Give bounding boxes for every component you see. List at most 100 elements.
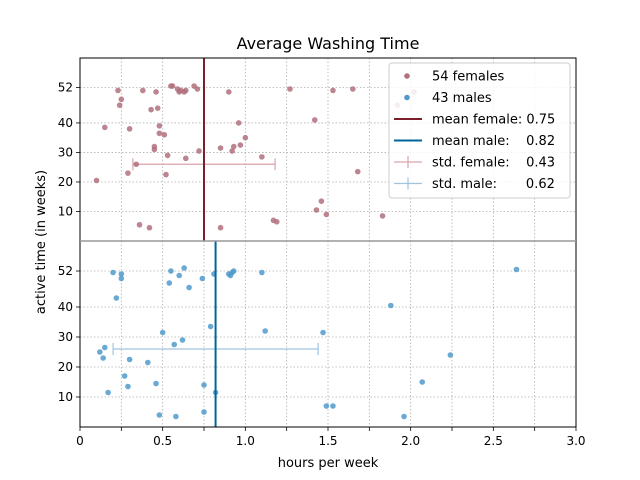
female-point (287, 86, 293, 92)
male-point (110, 269, 116, 276)
x-tick-label: 1.5 (318, 434, 337, 448)
female-point (151, 146, 158, 153)
x-axis-label: hours per week (278, 456, 379, 471)
x-tick-label: 2.5 (484, 434, 503, 448)
male-point (173, 413, 179, 420)
legend-label: std. female: 0.43 (432, 156, 555, 171)
male-point (159, 329, 166, 336)
male-point (171, 341, 178, 348)
x-tick-label: 1.0 (236, 434, 255, 448)
legend-item: 43 males (404, 91, 492, 106)
female-point (156, 123, 163, 129)
chart-title: Average Washing Time (237, 34, 420, 53)
y-tick-label: 40 (58, 116, 73, 130)
female-point (323, 211, 330, 218)
male-point (156, 412, 163, 418)
male-point (118, 271, 125, 277)
male-point (320, 329, 326, 336)
female-point (164, 152, 171, 159)
legend-label: 54 females (432, 70, 504, 85)
male-point (330, 403, 336, 409)
male-point (176, 272, 182, 279)
legend-item: 54 females (404, 70, 504, 85)
male-panel: 10 20 30 40 52 (58, 241, 576, 427)
female-point (161, 131, 168, 138)
y-tick-label: 30 (58, 145, 73, 159)
female-point (226, 89, 232, 95)
male-point (179, 337, 186, 343)
legend-marker (404, 73, 410, 79)
female-point (136, 221, 143, 228)
male-point (102, 344, 108, 351)
female-point (102, 124, 108, 131)
female-point (217, 145, 224, 151)
legend-label: mean male: 0.82 (432, 134, 555, 149)
female-point (235, 120, 242, 126)
female-point (126, 126, 133, 132)
male-point (166, 280, 173, 286)
y-tick-label: 10 (58, 204, 73, 218)
female-point (229, 148, 235, 154)
female-point (154, 105, 161, 111)
female-point (350, 86, 356, 92)
male-point (201, 382, 207, 388)
female-point (133, 161, 140, 168)
x-tick-label: 0.5 (153, 434, 172, 448)
legend-label: std. male: 0.62 (432, 177, 555, 192)
legend-marker (404, 94, 410, 101)
y-tick-label: 10 (58, 390, 73, 404)
male-point (401, 413, 407, 420)
female-point (379, 213, 386, 219)
female-point (125, 170, 131, 176)
male-point (126, 356, 133, 363)
male-point (447, 352, 454, 358)
male-point (113, 295, 120, 301)
legend-item: mean male: 0.82 (394, 134, 555, 149)
male-point (201, 409, 207, 415)
female-point (140, 87, 146, 94)
male-point (121, 373, 128, 379)
female-point (115, 87, 121, 94)
female-point (330, 87, 336, 94)
female-point (156, 130, 163, 137)
male-point (97, 349, 103, 355)
female-point (169, 83, 176, 89)
male-point (513, 266, 520, 273)
y-axis-label: active time (in weeks) (34, 170, 49, 314)
legend-item: mean female: 0.75 (394, 113, 555, 128)
male-point (100, 355, 106, 361)
plot-area: 10 20 30 40 52 10 20 30 40 52 0 0.5 1.0 1.5 2.0 2.5 3.0 (58, 57, 586, 448)
female-point (196, 148, 202, 154)
legend-label: mean female: 0.75 (432, 113, 555, 128)
male-point (153, 380, 159, 387)
male-point (419, 379, 426, 385)
female-point (93, 177, 100, 184)
male-point (168, 268, 174, 274)
male-point (144, 359, 151, 366)
male-point (230, 268, 237, 274)
female-point (183, 155, 189, 162)
female-point (242, 134, 249, 141)
female-point (313, 207, 320, 213)
male-point (388, 302, 394, 309)
female-point (148, 106, 154, 113)
male-point (118, 275, 125, 282)
legend-label: 43 males (432, 91, 492, 106)
female-point (146, 224, 153, 231)
male-point (186, 284, 192, 291)
female-point (183, 87, 189, 94)
female-point (230, 143, 237, 150)
x-tick-label: 3.0 (566, 434, 585, 448)
legend-item: std. female: 0.43 (394, 156, 555, 171)
male-point (207, 323, 214, 330)
male-point (199, 275, 206, 282)
y-tick-label: 20 (58, 360, 73, 374)
female-point (217, 224, 224, 231)
male-point (181, 265, 187, 271)
male-point (262, 328, 268, 334)
legend-item: std. male: 0.62 (394, 177, 555, 192)
x-tick-label: 2.0 (401, 434, 420, 448)
male-point (259, 269, 265, 276)
female-point (163, 171, 169, 178)
female-point (318, 198, 325, 204)
